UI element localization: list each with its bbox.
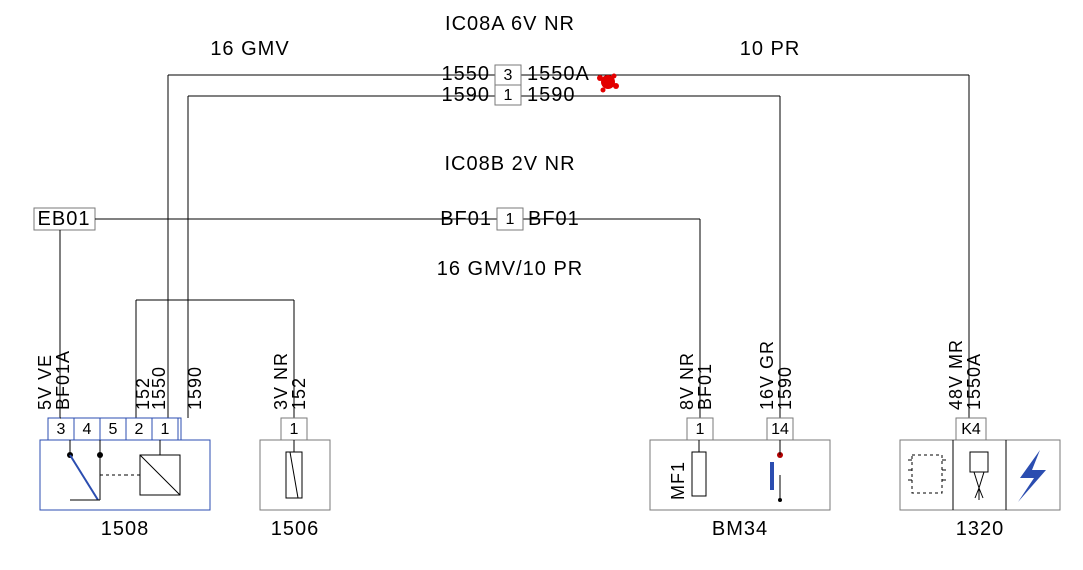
svg-text:3V NR: 3V NR xyxy=(271,352,291,410)
svg-text:K4: K4 xyxy=(961,421,981,438)
lbl-gmv-pr: 16 GMV/10 PR xyxy=(437,258,584,280)
svg-text:1590: 1590 xyxy=(775,366,795,410)
svg-text:5V VE: 5V VE xyxy=(35,354,55,410)
label-1508: 1508 xyxy=(101,518,150,540)
lbl-ic08a: IC08A 6V NR xyxy=(445,13,575,35)
ic08a-pin3: 3 xyxy=(504,67,513,84)
ic08a-1550-l: 1550 xyxy=(442,63,491,85)
svg-text:152: 152 xyxy=(289,377,309,410)
red-splat-icon xyxy=(597,74,619,93)
lbl-10pr: 10 PR xyxy=(740,38,801,60)
vlabels: 5V VE BF01A 152 1550 1590 3V NR 152 8V N… xyxy=(35,339,984,410)
component-1508: 3 4 5 2 1 1508 xyxy=(40,418,210,540)
label-1320: 1320 xyxy=(956,518,1005,540)
svg-text:1550: 1550 xyxy=(149,366,169,410)
component-1320: K4 1320 xyxy=(900,418,1060,540)
eb01-label: EB01 xyxy=(38,208,91,230)
svg-text:4: 4 xyxy=(83,421,92,438)
svg-text:14: 14 xyxy=(771,421,789,438)
component-1506: 1 1506 xyxy=(260,418,330,540)
lbl-ic08b: IC08B 2V NR xyxy=(444,153,575,175)
svg-text:3: 3 xyxy=(57,421,66,438)
svg-text:5: 5 xyxy=(109,421,118,438)
component-bm34: 1 14 MF1 BM34 xyxy=(650,418,830,540)
svg-text:MF1: MF1 xyxy=(668,461,688,500)
svg-text:48V MR: 48V MR xyxy=(946,339,966,410)
label-bm34: BM34 xyxy=(712,518,768,540)
svg-text:BF01: BF01 xyxy=(695,363,715,410)
label-1506: 1506 xyxy=(271,518,320,540)
svg-text:16V GR: 16V GR xyxy=(757,340,777,410)
bf01-left-lbl: BF01 xyxy=(440,208,492,230)
svg-text:1: 1 xyxy=(161,421,170,438)
wiring-diagram: 3 1 1550 1550A 1590 1590 IC08A 6V NR 16 … xyxy=(0,0,1083,570)
lbl-16gmv: 16 GMV xyxy=(210,38,289,60)
ic08b-pin: 1 xyxy=(506,211,515,228)
ic08a-pin1: 1 xyxy=(504,87,513,104)
svg-text:1: 1 xyxy=(290,421,299,438)
ic08a-1550a-r: 1550A xyxy=(527,63,590,85)
svg-text:2: 2 xyxy=(135,421,144,438)
svg-text:1550A: 1550A xyxy=(964,353,984,410)
svg-text:1590: 1590 xyxy=(185,366,205,410)
svg-text:BF01A: BF01A xyxy=(53,350,73,410)
bf01-right-lbl: BF01 xyxy=(528,208,580,230)
svg-text:1: 1 xyxy=(696,421,705,438)
ic08a-1590-l: 1590 xyxy=(442,84,491,106)
ic08a-1590-r: 1590 xyxy=(527,84,576,106)
svg-text:8V NR: 8V NR xyxy=(677,352,697,410)
